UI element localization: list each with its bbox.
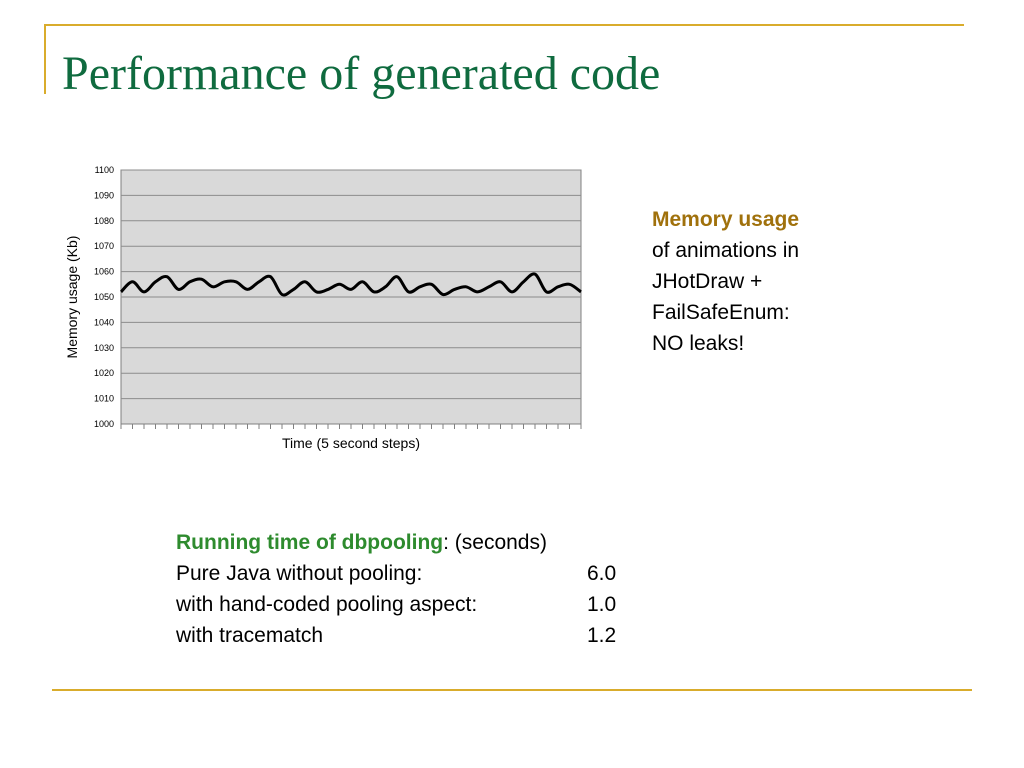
timing-heading: Running time of dbpooling: (seconds) — [176, 527, 616, 558]
timing-row-value: 6.0 — [587, 558, 616, 589]
y-tick-label: 1020 — [94, 368, 114, 378]
timing-row: with hand-coded pooling aspect: 1.0 — [176, 589, 616, 620]
timing-row: with tracematch 1.2 — [176, 620, 616, 651]
timing-row: Pure Java without pooling: 6.0 — [176, 558, 616, 589]
y-tick-label: 1030 — [94, 343, 114, 353]
timing-row-label: with tracematch — [176, 620, 587, 651]
memory-note: Memory usage of animations in JHotDraw +… — [652, 204, 799, 359]
slide-title: Performance of generated code — [62, 44, 660, 104]
memory-note-line: FailSafeEnum: — [652, 297, 799, 328]
timing-row-value: 1.2 — [587, 620, 616, 651]
timing-row-label: with hand-coded pooling aspect: — [176, 589, 587, 620]
memory-note-line: NO leaks! — [652, 328, 799, 359]
y-tick-label: 1060 — [94, 267, 114, 277]
timing-row-label: Pure Java without pooling: — [176, 558, 587, 589]
y-tick-label: 1070 — [94, 241, 114, 251]
y-tick-label: 1090 — [94, 190, 114, 200]
left-rule — [44, 24, 46, 94]
memory-note-line: JHotDraw + — [652, 266, 799, 297]
memory-note-line: of animations in — [652, 235, 799, 266]
y-tick-label: 1080 — [94, 216, 114, 226]
y-tick-label: 1050 — [94, 292, 114, 302]
timing-heading-unit: : (seconds) — [443, 531, 547, 554]
timing-row-value: 1.0 — [587, 589, 616, 620]
y-tick-label: 1000 — [94, 419, 114, 429]
top-rule — [44, 24, 964, 26]
y-tick-label: 1040 — [94, 317, 114, 327]
memory-note-heading: Memory usage — [652, 204, 799, 235]
y-tick-label: 1100 — [95, 165, 114, 175]
y-tick-label: 1010 — [94, 394, 114, 404]
memory-usage-chart: 1000 1010 1020 1030 1040 1050 1060 1070 1080 1090… — [55, 155, 595, 455]
x-axis-label: Time (5 second steps) — [282, 435, 420, 451]
timing-table: Running time of dbpooling: (seconds) Pur… — [176, 527, 616, 651]
y-axis-label: Memory usage (Kb) — [64, 236, 80, 359]
bottom-rule — [52, 689, 972, 691]
timing-heading-bold: Running time of dbpooling — [176, 531, 443, 554]
